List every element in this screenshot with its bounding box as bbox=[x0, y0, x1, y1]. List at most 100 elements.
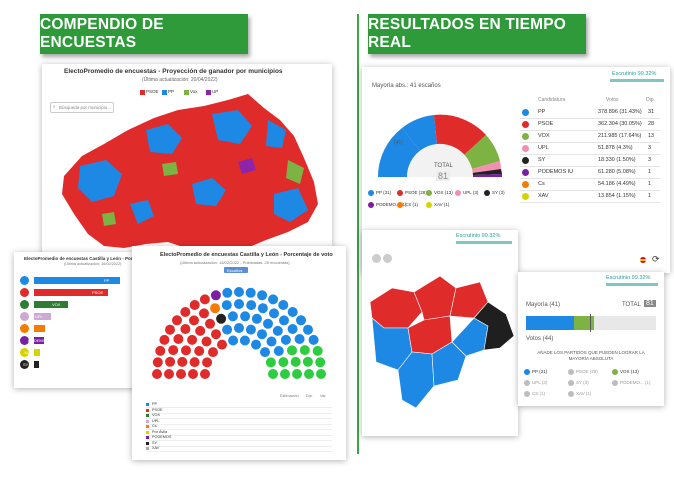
table-header-var: Var. bbox=[320, 394, 327, 398]
seat-dot bbox=[316, 369, 326, 379]
map2-scrutiny-bar bbox=[456, 241, 512, 244]
results-header-candidatura: Candidatura bbox=[538, 97, 566, 103]
row-seats: 1 bbox=[648, 193, 652, 199]
spain-flag-icon bbox=[640, 257, 646, 265]
results-row[interactable]: VOX 211.985 (17.64%) 13 bbox=[520, 131, 660, 143]
seat-dot bbox=[180, 324, 191, 334]
seat-dot bbox=[152, 357, 163, 368]
results-scrutiny: Escrutinio 99.32% bbox=[612, 71, 657, 77]
party-chip[interactable]: UPL (3) bbox=[524, 379, 568, 388]
party-chip[interactable]: SY (3) bbox=[568, 379, 612, 388]
row-votes: 378.896 (31.43%) bbox=[598, 109, 642, 115]
chip-dot bbox=[524, 369, 530, 375]
seat-dot bbox=[287, 307, 298, 317]
coalition-bar-vox bbox=[574, 316, 594, 330]
legend-dot bbox=[426, 190, 432, 196]
seat-dot bbox=[296, 315, 306, 326]
party-bar bbox=[34, 349, 40, 356]
row-votes: 18.330 (1.50%) bbox=[598, 157, 636, 163]
coalition-total-label: TOTAL bbox=[622, 302, 641, 308]
legend-dot bbox=[397, 190, 403, 196]
escanos-toggle[interactable]: Escaños bbox=[224, 267, 248, 273]
seat-dot bbox=[189, 315, 199, 326]
row-party: Cs bbox=[538, 181, 545, 187]
bars-subtitle: (Última actualización: 16/02/2022) bbox=[64, 262, 122, 266]
chip-label: VOX (13) bbox=[620, 369, 639, 374]
row-party-name: Cs bbox=[152, 424, 157, 428]
seat-dot bbox=[155, 345, 166, 356]
party-bar-label: PODEMOS bbox=[28, 338, 49, 343]
row-party: PODEMOS IU bbox=[538, 169, 574, 175]
table-header-dip: Dip. bbox=[306, 394, 313, 398]
party-chip[interactable]: CS (1) bbox=[524, 390, 568, 399]
seat-dot bbox=[265, 357, 276, 368]
row-seats: 1 bbox=[648, 169, 652, 175]
row-swatch bbox=[146, 441, 149, 445]
party-dot bbox=[522, 169, 529, 176]
results-row[interactable]: Cs 54.186 (4.49%) 1 bbox=[520, 179, 660, 191]
row-party-name: PP bbox=[152, 402, 158, 406]
party-logo bbox=[20, 324, 29, 333]
castilla-leon-province-map bbox=[369, 275, 515, 409]
seat-dot bbox=[292, 369, 302, 379]
seat-dot bbox=[299, 345, 310, 356]
party-chip[interactable]: VOX (13) bbox=[612, 368, 656, 377]
seat-dot bbox=[240, 311, 251, 322]
row-party-name: PSOE bbox=[152, 407, 163, 412]
party-logo bbox=[20, 300, 29, 309]
party-bar-label: PSOE bbox=[92, 290, 104, 295]
seat-table-row: Cs bbox=[146, 424, 332, 430]
party-bar bbox=[34, 289, 108, 296]
chip-label: CS (1) bbox=[532, 391, 546, 396]
legend-label: UP bbox=[212, 89, 219, 94]
seat-dot bbox=[189, 357, 200, 368]
row-party-name: SY bbox=[152, 440, 158, 445]
results-row[interactable]: SY 18.330 (1.50%) 3 bbox=[520, 155, 660, 167]
seat-dot bbox=[280, 334, 291, 345]
legend-dot bbox=[455, 190, 461, 196]
results-row[interactable]: PP 378.896 (31.43%) 31 bbox=[520, 107, 660, 119]
seat-dot bbox=[302, 356, 313, 367]
facebook-icon[interactable] bbox=[372, 254, 381, 263]
seat-dot bbox=[239, 335, 250, 346]
row-party-name: UPL bbox=[152, 418, 160, 423]
results-row[interactable]: PODEMOS IU 61.280 (5.08%) 1 bbox=[520, 167, 660, 179]
twitter-icon[interactable] bbox=[383, 254, 392, 263]
results-row[interactable]: PSOE 362.304 (30.05%) 28 bbox=[520, 119, 660, 131]
seat-dot bbox=[176, 369, 186, 379]
results-row[interactable]: UPL 51.878 (4.3%) 3 bbox=[520, 143, 660, 155]
seat-dot bbox=[268, 294, 279, 305]
seat-dot bbox=[290, 356, 301, 367]
seat-dot bbox=[228, 335, 239, 346]
row-seats: 3 bbox=[648, 145, 652, 151]
party-chip[interactable]: XAV (1) bbox=[568, 390, 612, 399]
seat-dot bbox=[269, 308, 279, 319]
results-donut-chart: (41) bbox=[378, 114, 503, 177]
party-bar bbox=[34, 301, 68, 308]
coalition-calculator-card: Escrutinio 99.32% Mayoría (41) TOTAL 81 … bbox=[518, 272, 664, 406]
party-chip[interactable]: PODEMO... (1) bbox=[612, 379, 656, 388]
seat-table-row: PODEMOS bbox=[146, 435, 332, 441]
refresh-icon[interactable]: ⟳ bbox=[652, 254, 660, 264]
chip-dot bbox=[568, 380, 574, 386]
legend-label: Vox bbox=[190, 89, 198, 94]
seat-dot bbox=[245, 324, 256, 335]
seat-dot bbox=[181, 345, 191, 356]
results-row[interactable]: XAV 13.854 (1.15%) 1 bbox=[520, 191, 660, 203]
party-chip[interactable]: PSOE (28) bbox=[568, 368, 612, 377]
seat-dot bbox=[287, 345, 297, 356]
municipio-search-box[interactable]: ⌕ Búsqueda por municipio... bbox=[50, 102, 114, 113]
seat-dot bbox=[234, 299, 244, 309]
seat-dot bbox=[200, 369, 210, 379]
chip-dot bbox=[568, 369, 574, 375]
escanos-toggle-label: Escaños bbox=[227, 267, 243, 273]
party-chip[interactable]: PP (31) bbox=[524, 368, 568, 377]
legend-entry: VOX (13) bbox=[434, 190, 453, 195]
seat-dot bbox=[205, 318, 215, 329]
seat-dot bbox=[278, 300, 289, 310]
seat-dot bbox=[268, 369, 278, 379]
row-votes: 211.985 (17.64%) bbox=[598, 133, 642, 139]
seat-dot bbox=[257, 290, 268, 301]
map-subtitle: (Última actualización: 20/04/2022) bbox=[142, 77, 218, 83]
seat-dot bbox=[188, 369, 198, 379]
